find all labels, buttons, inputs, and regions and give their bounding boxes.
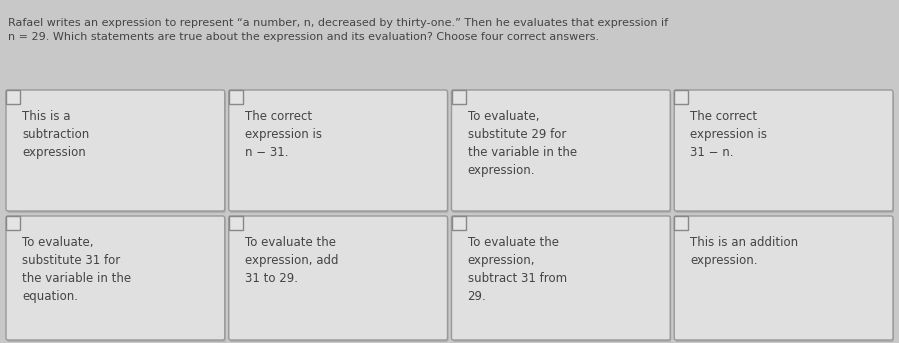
Bar — [228, 90, 243, 104]
Text: To evaluate,
substitute 31 for
the variable in the
equation.: To evaluate, substitute 31 for the varia… — [22, 236, 131, 303]
FancyBboxPatch shape — [7, 218, 226, 342]
Bar — [6, 216, 20, 230]
Bar — [6, 90, 20, 104]
FancyBboxPatch shape — [230, 218, 449, 342]
FancyBboxPatch shape — [675, 92, 894, 213]
Bar — [674, 90, 689, 104]
FancyBboxPatch shape — [674, 90, 893, 211]
Text: To evaluate the
expression, add
31 to 29.: To evaluate the expression, add 31 to 29… — [245, 236, 338, 285]
Bar — [228, 216, 243, 230]
FancyBboxPatch shape — [674, 216, 893, 340]
FancyBboxPatch shape — [230, 92, 449, 213]
Text: This is a
subtraction
expression: This is a subtraction expression — [22, 110, 89, 159]
Bar — [451, 216, 466, 230]
FancyBboxPatch shape — [451, 216, 671, 340]
Text: The correct
expression is
31 − n.: The correct expression is 31 − n. — [690, 110, 767, 159]
FancyBboxPatch shape — [6, 90, 225, 211]
FancyBboxPatch shape — [228, 90, 448, 211]
Text: To evaluate,
substitute 29 for
the variable in the
expression.: To evaluate, substitute 29 for the varia… — [467, 110, 576, 177]
FancyBboxPatch shape — [451, 90, 671, 211]
Text: To evaluate the
expression,
subtract 31 from
29.: To evaluate the expression, subtract 31 … — [467, 236, 566, 303]
FancyBboxPatch shape — [228, 216, 448, 340]
FancyBboxPatch shape — [7, 92, 226, 213]
Bar — [674, 216, 689, 230]
FancyBboxPatch shape — [675, 218, 894, 342]
FancyBboxPatch shape — [452, 218, 672, 342]
Bar — [451, 90, 466, 104]
Text: Rafael writes an expression to represent “a number, n, decreased by thirty-one.”: Rafael writes an expression to represent… — [8, 18, 668, 42]
Text: The correct
expression is
n − 31.: The correct expression is n − 31. — [245, 110, 322, 159]
Text: This is an addition
expression.: This is an addition expression. — [690, 236, 798, 267]
FancyBboxPatch shape — [452, 92, 672, 213]
FancyBboxPatch shape — [6, 216, 225, 340]
